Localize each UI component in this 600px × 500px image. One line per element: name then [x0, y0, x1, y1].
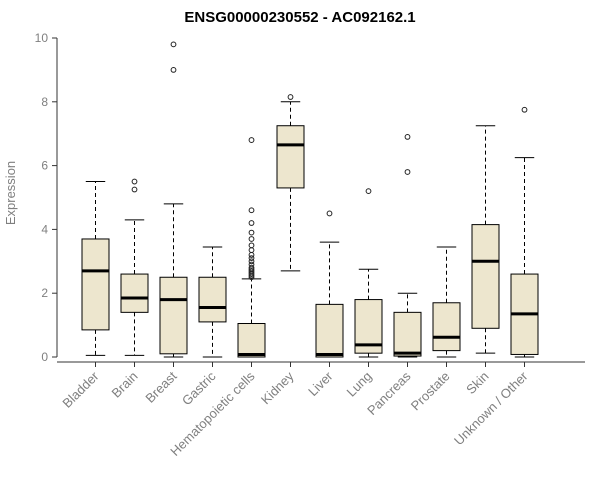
box [159, 276, 188, 355]
outlier-point [248, 220, 255, 226]
x-tick-label: Kidney [258, 368, 297, 407]
outlier-point [248, 236, 255, 242]
chart-title: ENSG00000230552 - AC092162.1 [184, 9, 415, 26]
box [198, 276, 227, 323]
outlier-point [248, 261, 255, 268]
x-tick-label: Skin [463, 369, 491, 397]
outlier-point [248, 264, 255, 271]
y-tick-label: 4 [41, 222, 48, 236]
y-tick-label: 8 [41, 95, 48, 109]
outlier-point [326, 210, 333, 217]
x-tick-label: Liver [305, 368, 336, 399]
x-tick-label: Brain [109, 369, 141, 401]
x-tick-label: Bladder [59, 368, 102, 411]
x-tick-label: Unknown / Other [451, 368, 531, 448]
outlier-point [404, 133, 411, 140]
box [315, 303, 344, 358]
outlier-point [248, 242, 255, 249]
outlier-point [287, 94, 294, 100]
outlier-point [248, 255, 255, 262]
box [120, 273, 149, 313]
y-tick-label: 2 [41, 286, 48, 300]
outlier-point [521, 106, 528, 113]
outlier-point [404, 169, 411, 175]
x-tick-label: Lung [344, 369, 375, 400]
outlier-point [248, 137, 255, 143]
outlier-point [248, 229, 255, 236]
y-tick-label: 10 [35, 31, 49, 45]
box [393, 311, 422, 357]
outlier-point [248, 207, 255, 214]
outlier-point [170, 67, 177, 73]
outlier-point [248, 258, 255, 265]
box [276, 125, 305, 189]
x-tick-label: Pancreas [364, 368, 414, 418]
box [237, 323, 266, 358]
box [471, 224, 500, 329]
box [81, 238, 110, 331]
outlier-point [131, 178, 138, 185]
y-tick-label: 6 [41, 159, 48, 173]
y-tick-label: 0 [41, 350, 48, 364]
outlier-point [248, 247, 255, 254]
outlier-point [170, 41, 177, 48]
x-tick-label: Breast [142, 368, 179, 405]
outlier-point [248, 252, 255, 258]
y-axis-label: Expression [3, 161, 18, 225]
outlier-point [131, 186, 138, 193]
x-tick-label: Prostate [408, 369, 453, 414]
box [432, 302, 461, 352]
outlier-point [365, 188, 372, 195]
